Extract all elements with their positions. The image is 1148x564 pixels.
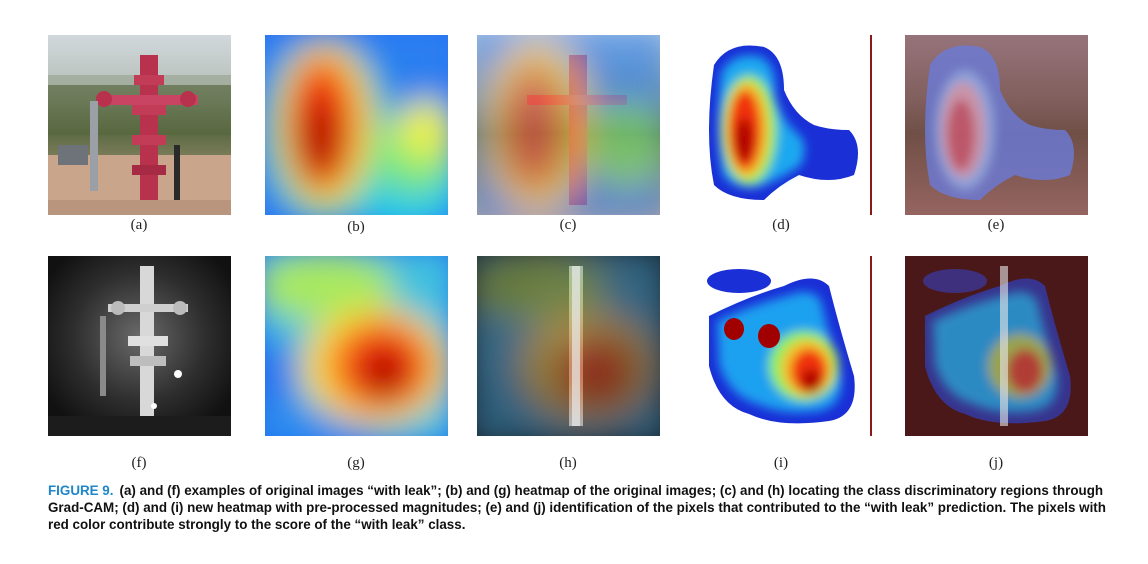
panel-label-b: (b) (347, 219, 365, 235)
panel-j-pixel-identification (905, 256, 1088, 436)
panel-label-d: (d) (772, 217, 790, 233)
panel-i-processed-heatmap (689, 256, 872, 436)
panel-d-processed-heatmap (689, 35, 872, 215)
panel-e-pixel-identification (905, 35, 1088, 215)
figure-label: FIGURE 9. (48, 483, 114, 498)
panel-label-g: (g) (347, 455, 365, 471)
panel-label-e: (e) (987, 217, 1005, 233)
panel-label-j: (j) (988, 455, 1004, 471)
panel-label-c: (c) (559, 217, 577, 233)
panel-g-heatmap (265, 256, 448, 436)
panel-label-h: (h) (559, 455, 577, 471)
figure-caption: FIGURE 9. (a) and (f) examples of origina… (48, 482, 1108, 533)
panel-f-original-image (48, 256, 231, 436)
panel-label-a: (a) (130, 217, 148, 233)
caption-text: (a) and (f) examples of original images … (48, 483, 1106, 532)
panel-a-original-image (48, 35, 231, 215)
panel-label-f: (f) (131, 455, 147, 471)
panel-b-heatmap (265, 35, 448, 215)
panel-c-gradcam-overlay (477, 35, 660, 215)
panel-h-gradcam-overlay (477, 256, 660, 436)
panel-label-i: (i) (773, 455, 789, 471)
